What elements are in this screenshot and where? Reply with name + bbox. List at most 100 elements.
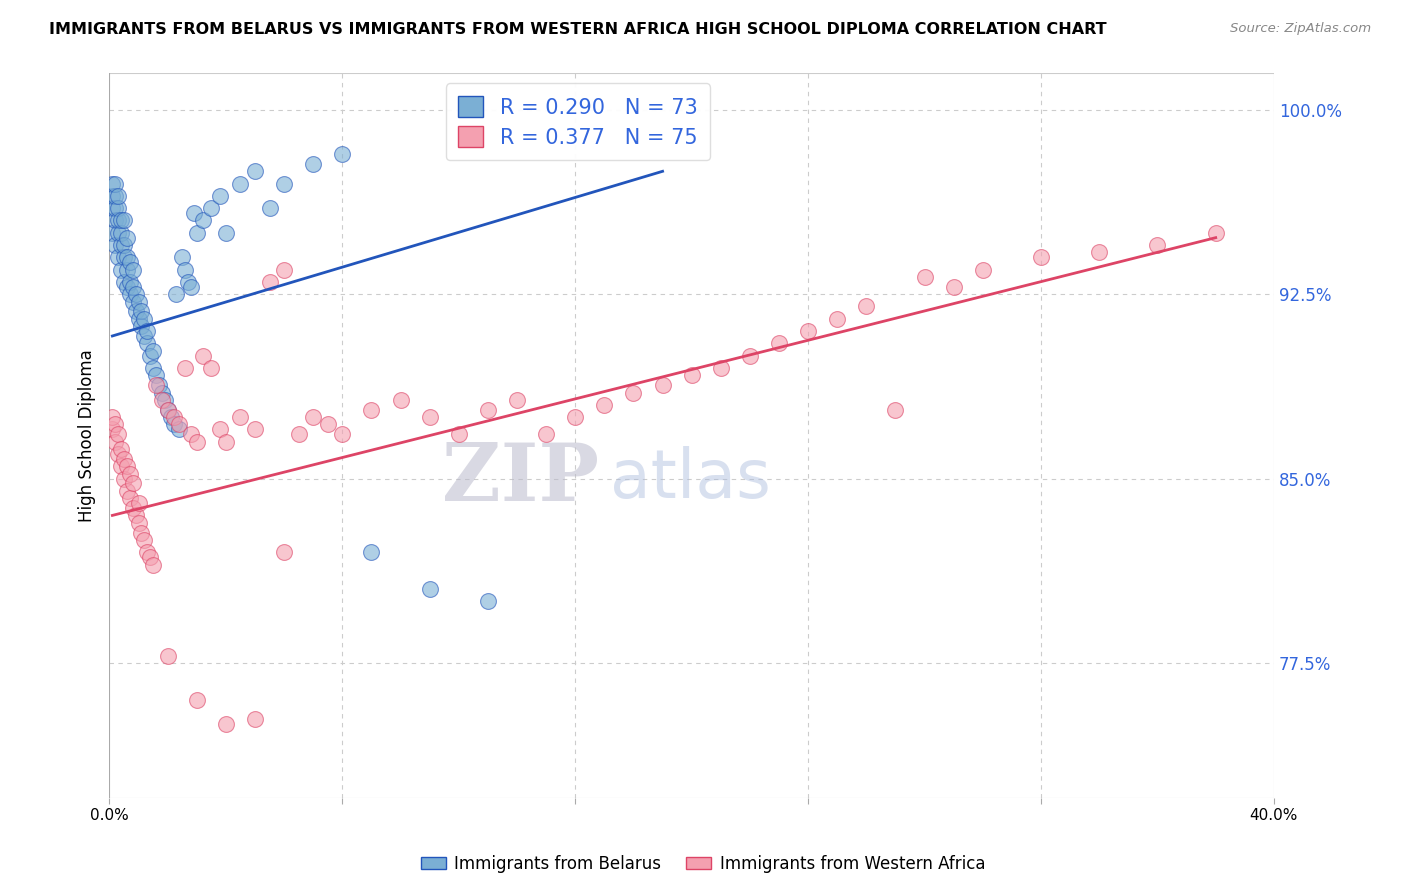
Point xyxy=(115,280,138,294)
Point xyxy=(150,392,173,407)
Point xyxy=(128,496,150,510)
Point xyxy=(1029,250,1052,264)
Point xyxy=(121,501,143,516)
Point xyxy=(534,427,557,442)
Point xyxy=(797,324,820,338)
Point xyxy=(101,189,124,203)
Point xyxy=(1146,238,1168,252)
Point xyxy=(112,275,135,289)
Point xyxy=(174,262,197,277)
Point xyxy=(209,422,232,436)
Point xyxy=(110,262,132,277)
Point xyxy=(884,402,907,417)
Point xyxy=(107,427,129,442)
Point xyxy=(1205,226,1227,240)
Point xyxy=(121,294,143,309)
Point xyxy=(131,304,153,318)
Point xyxy=(477,402,499,417)
Point xyxy=(131,319,153,334)
Point xyxy=(389,392,412,407)
Point xyxy=(101,226,124,240)
Point xyxy=(287,427,309,442)
Point xyxy=(183,206,205,220)
Point xyxy=(302,410,325,425)
Point xyxy=(360,402,382,417)
Point xyxy=(159,410,181,425)
Point xyxy=(107,250,129,264)
Point xyxy=(191,349,214,363)
Point xyxy=(101,201,124,215)
Point xyxy=(142,360,165,375)
Point xyxy=(942,280,965,294)
Point xyxy=(121,476,143,491)
Point xyxy=(710,360,733,375)
Point xyxy=(128,311,150,326)
Point xyxy=(104,201,127,215)
Point xyxy=(142,558,165,572)
Point xyxy=(419,582,441,596)
Point xyxy=(110,226,132,240)
Point xyxy=(186,692,208,706)
Point xyxy=(131,525,153,540)
Point xyxy=(112,238,135,252)
Point xyxy=(972,262,994,277)
Text: atlas: atlas xyxy=(610,446,770,512)
Point xyxy=(118,467,141,481)
Point xyxy=(124,508,146,523)
Point xyxy=(165,287,187,301)
Point xyxy=(145,378,167,392)
Point xyxy=(115,262,138,277)
Point xyxy=(104,238,127,252)
Point xyxy=(477,594,499,608)
Point xyxy=(360,545,382,559)
Point xyxy=(243,422,266,436)
Point xyxy=(153,392,176,407)
Point xyxy=(191,213,214,227)
Point xyxy=(124,287,146,301)
Point xyxy=(186,226,208,240)
Point xyxy=(330,427,353,442)
Point xyxy=(180,427,202,442)
Point xyxy=(107,213,129,227)
Point xyxy=(186,434,208,449)
Y-axis label: High School Diploma: High School Diploma xyxy=(79,349,96,522)
Point xyxy=(914,270,936,285)
Point xyxy=(142,343,165,358)
Point xyxy=(209,189,232,203)
Point xyxy=(104,434,127,449)
Point xyxy=(112,213,135,227)
Point xyxy=(162,417,184,432)
Point xyxy=(134,533,156,547)
Point xyxy=(273,262,295,277)
Point xyxy=(200,201,222,215)
Point xyxy=(128,294,150,309)
Point xyxy=(174,360,197,375)
Point xyxy=(112,250,135,264)
Point xyxy=(118,287,141,301)
Point xyxy=(162,410,184,425)
Point xyxy=(104,417,127,432)
Point xyxy=(107,226,129,240)
Point xyxy=(101,410,124,425)
Point xyxy=(136,545,159,559)
Point xyxy=(447,427,470,442)
Point xyxy=(156,648,179,663)
Point xyxy=(139,550,162,565)
Point xyxy=(243,713,266,727)
Point xyxy=(150,385,173,400)
Point xyxy=(110,442,132,456)
Point xyxy=(104,189,127,203)
Point xyxy=(112,471,135,485)
Point xyxy=(110,238,132,252)
Point xyxy=(259,275,281,289)
Point xyxy=(273,545,295,559)
Point xyxy=(169,417,191,432)
Point xyxy=(101,177,124,191)
Point xyxy=(118,255,141,269)
Point xyxy=(139,349,162,363)
Point xyxy=(121,262,143,277)
Point xyxy=(855,300,877,314)
Point xyxy=(110,213,132,227)
Point xyxy=(118,491,141,506)
Point xyxy=(419,410,441,425)
